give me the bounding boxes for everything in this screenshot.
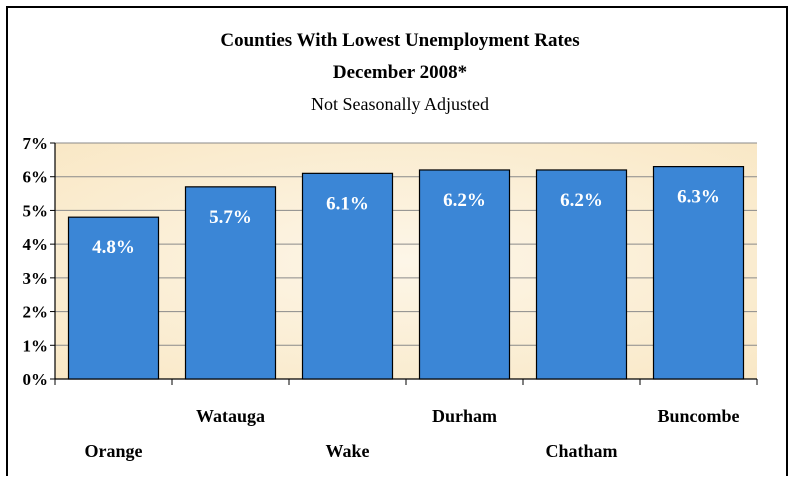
y-tick-label: 7% — [23, 134, 49, 153]
chart-subtitle: December 2008* — [332, 62, 468, 83]
chart-frame — [6, 6, 788, 476]
y-tick-label: 4% — [23, 235, 49, 254]
data-label: 4.8% — [92, 237, 135, 258]
data-label: 6.2% — [443, 190, 486, 211]
gridlines — [55, 142, 757, 346]
chart-note: Not Seasonally Adjusted — [311, 94, 489, 114]
bar-orange — [67, 216, 160, 380]
bar-wake — [301, 172, 394, 380]
bar-buncombe — [652, 166, 745, 380]
bar-chatham — [535, 169, 628, 380]
plot-area — [55, 143, 757, 379]
x-category-label: Wake — [325, 441, 369, 461]
y-tick-label: 3% — [23, 269, 49, 288]
x-axis-categories: Orange Watauga Wake Durham Chatham Buncombe — [85, 406, 740, 461]
y-tick-label: 6% — [23, 168, 49, 187]
data-label: 6.3% — [677, 187, 720, 208]
y-tick-label: 0% — [23, 370, 49, 389]
x-category-label: Orange — [85, 441, 143, 461]
bars — [67, 166, 745, 380]
x-category-label: Chatham — [545, 441, 617, 461]
bar-durham — [418, 169, 511, 380]
x-category-label: Watauga — [196, 406, 265, 426]
y-tick-label: 5% — [23, 201, 49, 220]
axes — [50, 142, 758, 385]
x-category-label: Durham — [432, 406, 497, 426]
x-category-label: Buncombe — [657, 406, 739, 426]
bar-watauga — [184, 186, 277, 380]
y-tick-label: 1% — [23, 336, 49, 355]
data-label: 5.7% — [209, 207, 252, 228]
data-labels: 4.8% 5.7% 6.1% 6.2% 6.2% 6.3% — [92, 187, 720, 259]
data-label: 6.1% — [326, 193, 369, 214]
y-tick-label: 2% — [23, 303, 49, 322]
y-axis-ticks: 0% 1% 2% 3% 4% 5% 6% 7% — [23, 134, 49, 389]
chart-title: Counties With Lowest Unemployment Rates — [220, 30, 580, 51]
data-label: 6.2% — [560, 190, 603, 211]
